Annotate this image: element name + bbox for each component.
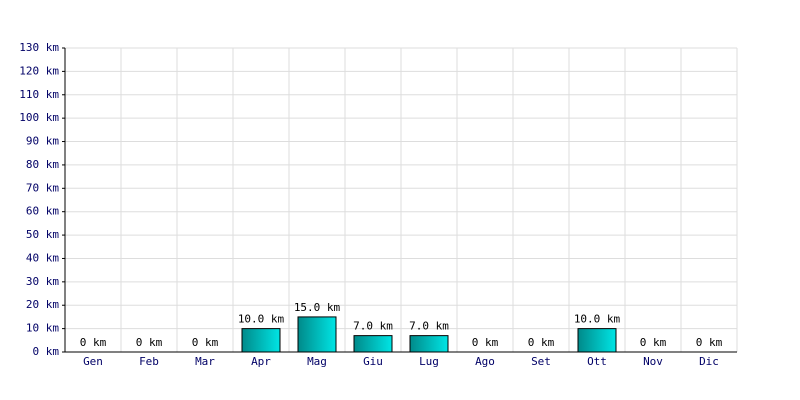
y-tick-label: 120 km — [19, 64, 59, 77]
value-label: 15.0 km — [294, 301, 341, 314]
bar — [409, 335, 449, 353]
y-tick-label: 90 km — [26, 135, 59, 148]
y-tick-label: 10 km — [26, 322, 59, 335]
y-tick-label: 130 km — [19, 41, 59, 54]
x-tick-label: Mar — [195, 355, 215, 368]
y-tick-label: 0 km — [33, 345, 60, 358]
y-tick-label: 40 km — [26, 251, 59, 264]
y-tick-label: 30 km — [26, 275, 59, 288]
value-label: 0 km — [192, 336, 219, 349]
x-tick-label: Ott — [587, 355, 607, 368]
x-tick-label: Lug — [419, 355, 439, 368]
value-label: 10.0 km — [574, 313, 621, 326]
value-label: 0 km — [696, 336, 723, 349]
value-label: 7.0 km — [409, 320, 449, 333]
x-tick-label: Nov — [643, 355, 663, 368]
y-tick-label: 60 km — [26, 205, 59, 218]
value-label: 0 km — [136, 336, 163, 349]
value-label: 0 km — [80, 336, 107, 349]
x-tick-label: Giu — [363, 355, 383, 368]
value-label: 0 km — [640, 336, 667, 349]
x-tick-label: Ago — [475, 355, 495, 368]
value-label: 10.0 km — [238, 313, 285, 326]
value-label: 0 km — [472, 336, 499, 349]
y-tick-label: 70 km — [26, 181, 59, 194]
bar — [353, 335, 393, 353]
x-tick-label: Feb — [139, 355, 159, 368]
bar — [577, 328, 617, 353]
x-tick-label: Mag — [307, 355, 327, 368]
bar — [241, 328, 281, 353]
y-tick-label: 20 km — [26, 298, 59, 311]
x-tick-label: Gen — [83, 355, 103, 368]
y-tick-label: 50 km — [26, 228, 59, 241]
x-tick-label: Apr — [251, 355, 271, 368]
x-tick-label: Set — [531, 355, 551, 368]
y-tick-label: 100 km — [19, 111, 59, 124]
y-tick-label: 80 km — [26, 158, 59, 171]
value-label: 0 km — [528, 336, 555, 349]
x-tick-label: Dic — [699, 355, 719, 368]
y-tick-label: 110 km — [19, 88, 59, 101]
bar — [297, 316, 337, 353]
value-label: 7.0 km — [353, 320, 393, 333]
